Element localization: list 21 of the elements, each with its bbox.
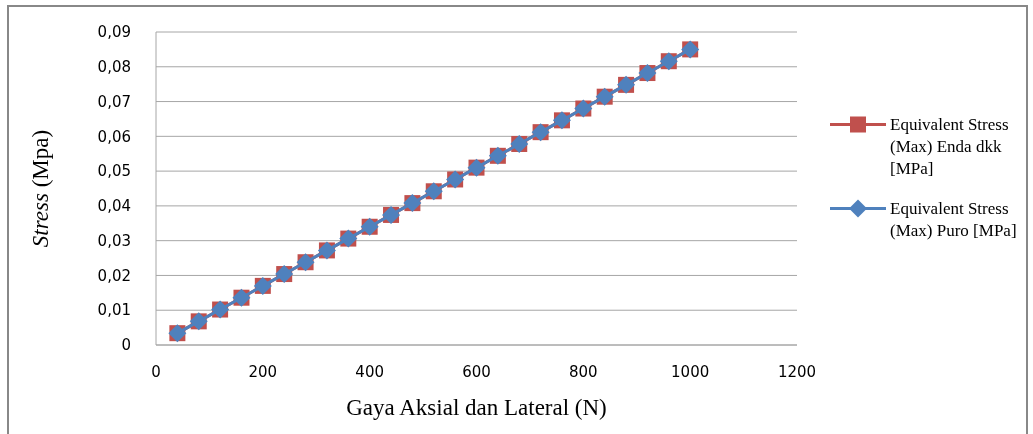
y-tick-label: 0,08 (97, 58, 131, 77)
y-tick-label: 0,03 (97, 231, 131, 250)
y-tick-label: 0,01 (97, 301, 131, 320)
y-axis-title: Stress (Mpa) (28, 129, 53, 248)
y-tick-label: 0,02 (97, 266, 131, 285)
y-tick-label: 0,07 (97, 92, 131, 111)
y-tick-label: 0 (121, 336, 131, 355)
legend-label: Equivalent Stress (Max) Puro [MPa] (890, 199, 1017, 241)
y-tick-label: 0,06 (97, 127, 131, 146)
x-tick-label: 1000 (671, 363, 710, 381)
x-tick-label: 400 (355, 363, 384, 381)
y-tick-label: 0,04 (97, 197, 131, 216)
x-tick-label: 600 (462, 363, 491, 381)
x-tick-label: 1200 (777, 363, 817, 381)
y-tick-label: 0,05 (97, 162, 131, 181)
x-tick-label: 0 (151, 363, 161, 381)
x-tick-label: 800 (569, 363, 598, 381)
y-tick-label: 0,09 (97, 23, 131, 42)
x-axis-title: Gaya Aksial dan Lateral (N) (346, 395, 607, 420)
x-tick-label: 200 (248, 363, 278, 381)
legend-label: Equivalent Stress (Max) Enda dkk [MPa] (890, 115, 1009, 179)
